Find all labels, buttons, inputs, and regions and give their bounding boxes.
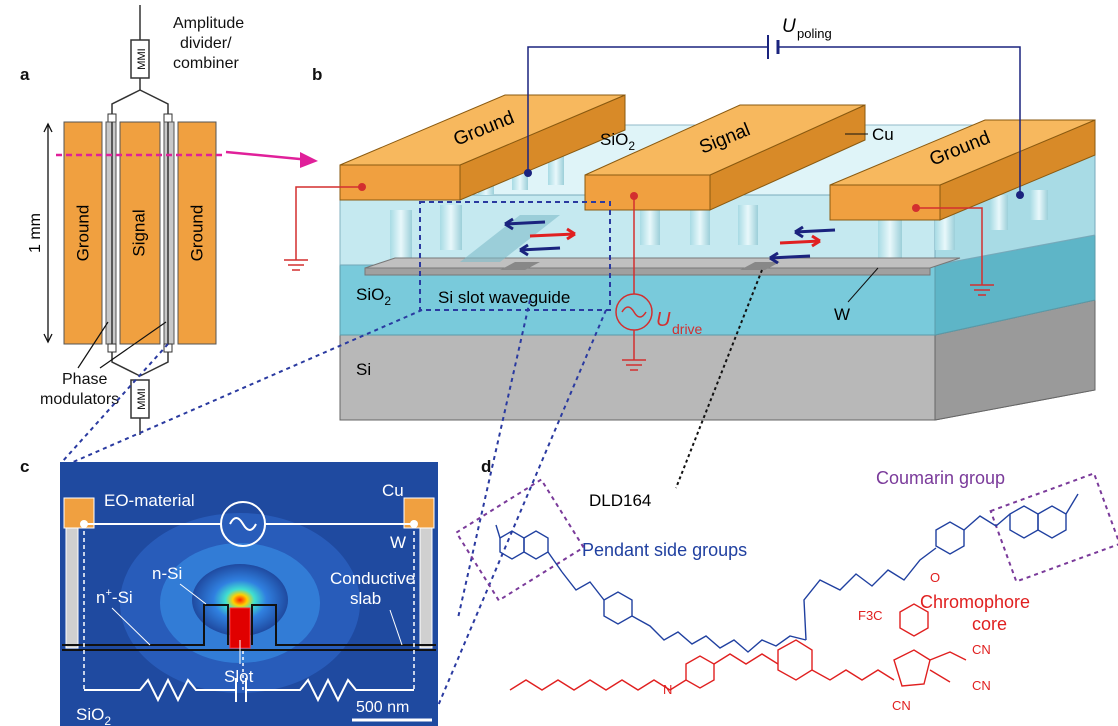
divider-label-line2: divider/ <box>180 35 232 52</box>
cn1-label: CN <box>972 642 991 657</box>
coumarin-box-right <box>989 472 1118 583</box>
nplus-si-label: n+-Si <box>96 587 133 607</box>
coumarin-box-left <box>455 478 585 602</box>
panel-b-label: b <box>312 65 322 84</box>
u-drive-label: U <box>656 309 671 331</box>
panel-a-label: a <box>20 65 30 84</box>
pendant-left-structure <box>561 571 807 653</box>
right-ground-wire <box>912 204 994 296</box>
conductive-label-1: Conductive <box>330 569 415 588</box>
cn3-label: CN <box>892 698 911 713</box>
si-label: Si <box>356 360 371 379</box>
w-label-b: W <box>834 305 850 324</box>
chromophore-label-1: Chromophore <box>920 592 1030 612</box>
pendant-right-structure <box>803 513 1011 641</box>
sio2-label-c: SiO2 <box>76 705 111 726</box>
scale-bar-label: 500 nm <box>356 699 409 716</box>
slot-waveguide-label: Si slot waveguide <box>438 288 570 307</box>
w-label-c: W <box>390 533 406 552</box>
f3c-label: F3C <box>858 608 883 623</box>
u-poling-label: U <box>782 16 796 37</box>
n-si-label: n-Si <box>152 564 182 583</box>
chromophore-label-2: core <box>972 614 1007 634</box>
o-atom-chromophore: O <box>930 570 940 585</box>
panel-d-label: d <box>481 457 491 476</box>
phase-label-line1: Phase <box>62 371 107 388</box>
electrode-ground-left-3d: Ground <box>339 94 626 201</box>
cn2-label: CN <box>972 678 991 693</box>
mmi-bottom-label: MMI <box>136 388 148 409</box>
chromophore-structure <box>509 603 967 691</box>
coumarin-label: Coumarin group <box>876 468 1005 488</box>
dld164-label: DLD164 <box>589 491 651 510</box>
eo-material-label: EO-material <box>104 491 195 510</box>
divider-label-line3: combiner <box>173 55 239 72</box>
electrode-ground-left <box>63 121 103 345</box>
panel-b: b <box>284 16 1096 510</box>
slot-label: Slot <box>224 667 254 686</box>
cu-label-c: Cu <box>382 481 404 500</box>
u-drive-sub: drive <box>672 321 703 337</box>
panel-c: c EO-material Cu W n-Si n+-Si Co <box>20 457 438 726</box>
length-label: 1 mm <box>27 213 44 253</box>
signal-label: Signal <box>129 209 148 256</box>
sio2-box-label: SiO2 <box>356 285 391 308</box>
panel-d: d Coumarin group Pendant side groups Chr… <box>455 457 1118 713</box>
phase-label-line2: modulators <box>40 391 119 408</box>
divider-label-line1: Amplitude <box>173 15 244 32</box>
coumarin-right-structure <box>1009 493 1079 539</box>
panel-c-label: c <box>20 457 29 476</box>
ground-left-label: Ground <box>73 205 92 262</box>
drive-circuit: U drive <box>615 192 703 371</box>
pendant-label: Pendant side groups <box>582 540 747 560</box>
mmi-top-label: MMI <box>136 48 148 69</box>
zoom-box <box>419 201 611 311</box>
electrode-ground-right-3d: Ground <box>829 119 1096 221</box>
panel-a: a Amplitude divider/ combiner MMI Ground… <box>20 5 318 435</box>
electrode-signal <box>119 121 161 345</box>
conductive-label-2: slab <box>350 589 381 608</box>
coumarin-left-structure <box>495 524 563 573</box>
poling-circuit: U poling <box>524 16 1024 199</box>
electrode-ground-right <box>177 121 217 345</box>
field-arrows <box>504 217 836 265</box>
electrode-signal-3d: Signal <box>584 104 866 211</box>
left-ground-wire <box>284 183 366 271</box>
u-poling-sub: poling <box>797 26 832 41</box>
ground-right-label: Ground <box>187 205 206 262</box>
cu-label: Cu <box>872 125 894 144</box>
sio2-top-label: SiO2 <box>600 130 635 153</box>
n-atom: N <box>663 682 672 697</box>
